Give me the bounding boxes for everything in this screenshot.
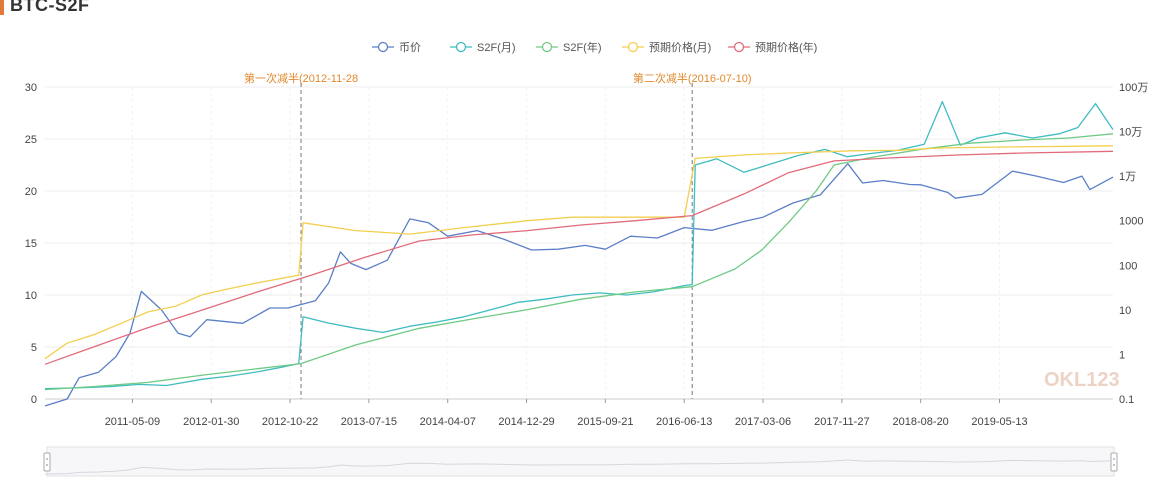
series-line-预期价格(月)[interactable] xyxy=(44,145,1114,360)
legend-label: S2F(月) xyxy=(477,42,516,54)
y-right-tick-label: 1万 xyxy=(1119,171,1136,183)
legend-swatch-marker xyxy=(455,41,467,53)
series-line-币价[interactable] xyxy=(44,163,1114,407)
x-tick-label: 2011-05-09 xyxy=(105,416,160,428)
y-left-tick-label: 25 xyxy=(25,134,37,146)
legend-swatch-marker xyxy=(377,41,389,53)
zoom-handle-right[interactable] xyxy=(1110,452,1118,472)
x-tick-label: 2015-09-21 xyxy=(577,416,633,428)
x-tick-label: 2012-01-30 xyxy=(183,416,239,428)
legend-label: 币价 xyxy=(399,41,421,54)
x-tick-label: 2014-12-29 xyxy=(498,416,554,428)
series-line-预期价格(年)[interactable] xyxy=(44,150,1114,365)
y-right-tick-label: 10万 xyxy=(1119,127,1142,139)
y-left-tick-label: 5 xyxy=(31,342,37,354)
title-accent-bar xyxy=(0,0,4,15)
x-tick-label: 2018-08-20 xyxy=(893,416,949,428)
y-left-tick-label: 30 xyxy=(25,82,37,94)
x-tick-label: 2012-10-22 xyxy=(262,416,318,428)
y-left-tick-label: 0 xyxy=(31,394,37,406)
legend-item[interactable]: 币价 xyxy=(372,41,421,54)
series-line-S2F(年)[interactable] xyxy=(44,133,1114,391)
legend-label: 预期价格(年) xyxy=(755,40,817,54)
x-tick-label: 2014-04-07 xyxy=(420,416,476,428)
x-tick-label: 2019-05-13 xyxy=(971,416,1027,428)
legend-item[interactable]: 预期价格(月) xyxy=(622,40,711,54)
legend-item[interactable]: S2F(年) xyxy=(536,40,602,54)
legend-swatch-marker xyxy=(733,41,745,53)
x-tick-label: 2016-06-13 xyxy=(656,416,712,428)
y-right-tick-label: 10 xyxy=(1119,305,1131,317)
x-tick-label: 2013-07-15 xyxy=(341,416,397,428)
legend-label: S2F(年) xyxy=(563,40,602,54)
watermark-logo: OKL123 xyxy=(1044,369,1120,391)
legend-item[interactable]: 预期价格(年) xyxy=(728,40,817,54)
y-right-tick-label: 1000 xyxy=(1119,216,1143,228)
legend-swatch-marker xyxy=(541,41,553,53)
halving-annotation-label: 第二次减半(2016-07-10) xyxy=(633,71,752,85)
legend-label: 预期价格(月) xyxy=(649,40,711,54)
x-tick-label: 2017-03-06 xyxy=(735,416,791,428)
y-right-tick-label: 1 xyxy=(1119,349,1125,361)
zoom-handle-left[interactable] xyxy=(43,452,51,472)
halving-annotation-label: 第一次减半(2012-11-28 xyxy=(244,71,358,85)
y-left-tick-label: 10 xyxy=(25,290,37,302)
chart-title-block: BTC-S2F xyxy=(0,0,90,16)
y-right-tick-label: 100万 xyxy=(1119,82,1148,94)
y-left-tick-label: 15 xyxy=(25,238,37,250)
series-line-S2F(月)[interactable] xyxy=(44,100,1114,390)
legend-swatch-marker xyxy=(627,41,639,53)
y-left-tick-label: 20 xyxy=(25,186,37,198)
page-title: BTC-S2F xyxy=(10,0,90,15)
y-right-tick-label: 100 xyxy=(1119,260,1137,272)
zoom-slider-preview xyxy=(44,459,1114,475)
legend-item[interactable]: S2F(月) xyxy=(450,41,516,54)
x-tick-label: 2017-11-27 xyxy=(814,416,869,428)
y-right-tick-label: 0.1 xyxy=(1119,394,1134,406)
